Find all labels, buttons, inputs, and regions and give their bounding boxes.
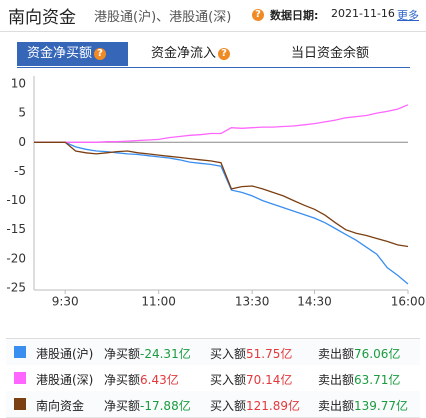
cell-value: 51.75亿 [246, 347, 293, 361]
series-name: 港股通(深) [36, 373, 94, 387]
cell-label: 买入额 [210, 399, 247, 413]
tab[interactable]: 资金净流入? [137, 42, 247, 66]
table-cell: 净买额-24.31亿 [104, 345, 191, 362]
tab[interactable]: 当日资金余额 [277, 42, 387, 66]
y-tick-label: -25 [6, 281, 26, 295]
subtitle: 港股通(沪)、港股通(深) [94, 10, 232, 25]
cell-label: 净买额 [104, 347, 141, 361]
cell-label: 买入额 [210, 373, 247, 387]
legend-swatch [14, 346, 26, 358]
cell-label: 净买额 [104, 373, 141, 387]
y-tick-label: 5 [18, 106, 26, 120]
series-line [34, 104, 409, 143]
table-cell: 净买额-17.88亿 [104, 397, 191, 414]
x-tick-label: 9:30 [52, 295, 79, 309]
cell-label: 净买额 [104, 399, 141, 413]
chart: 10 5 0 -5 -10 -15 -20 -25 9:30 11:00 13:30 14:30 16:… [6, 76, 426, 309]
series-name: 南向资金 [36, 399, 85, 413]
series-name: 港股通(沪) [36, 347, 94, 361]
summary-table: 港股通(沪) 净买额-24.31亿 买入额51.75亿 卖出额76.06亿 港股通(深)… [6, 338, 420, 418]
tab-bar: 资金净买额? 资金净流入? 当日资金余额 [17, 42, 410, 68]
cell-value: 63.71亿 [354, 373, 401, 387]
date: 2021-11-16 [331, 7, 395, 20]
cell-value: 121.89亿 [246, 399, 301, 413]
y-tick-label: -5 [14, 164, 26, 178]
cell-value: 6.43亿 [140, 373, 179, 387]
table-row: 港股通(深) 净买额6.43亿 买入额70.14亿 卖出额63.71亿 [6, 365, 420, 392]
cell-value: 76.06亿 [354, 347, 401, 361]
y-tick-label: 0 [18, 135, 26, 149]
help-icon[interactable]: ? [94, 47, 107, 60]
series-line [34, 141, 409, 285]
tab-label: 当日资金余额 [291, 46, 370, 61]
divider [0, 31, 426, 32]
x-tick-label: 16:00 [391, 295, 426, 309]
y-tick-label: 10 [11, 77, 26, 91]
tab-label: 资金净流入 [151, 46, 217, 61]
series-line [34, 141, 409, 248]
x-tick-label: 11:00 [141, 295, 176, 309]
tab-label: 资金净买额 [27, 46, 93, 61]
table-cell: 买入额121.89亿 [210, 397, 300, 414]
table-cell: 卖出额139.77亿 [318, 397, 408, 414]
help-icon[interactable]: ? [218, 47, 231, 60]
cell-label: 卖出额 [318, 399, 355, 413]
title: 南向资金 [8, 8, 76, 28]
cell-value: 70.14亿 [246, 373, 293, 387]
table-cell: 净买额6.43亿 [104, 371, 179, 388]
tab[interactable]: 资金净买额? [17, 42, 128, 66]
cell-label: 卖出额 [318, 347, 355, 361]
table-cell: 卖出额63.71亿 [318, 371, 400, 388]
cell-value: 139.77亿 [354, 399, 409, 413]
cell-value: -24.31亿 [140, 347, 191, 361]
y-tick-label: -10 [6, 193, 26, 207]
date-label: 数据日期: [270, 9, 319, 22]
y-tick-label: -15 [6, 222, 26, 236]
cell-value: -17.88亿 [140, 399, 191, 413]
more-link[interactable]: 更多 [397, 9, 419, 22]
x-tick-label: 14:30 [297, 295, 332, 309]
legend-swatch [14, 398, 26, 410]
help-icon[interactable]: ? [252, 9, 264, 21]
table-cell: 买入额70.14亿 [210, 371, 292, 388]
table-cell: 买入额51.75亿 [210, 345, 292, 362]
cell-label: 卖出额 [318, 373, 355, 387]
x-tick-label: 13:30 [235, 295, 270, 309]
cell-label: 买入额 [210, 347, 247, 361]
legend-swatch [14, 372, 26, 384]
table-row: 港股通(沪) 净买额-24.31亿 买入额51.75亿 卖出额76.06亿 [6, 339, 420, 366]
table-row: 南向资金 净买额-17.88亿 买入额121.89亿 卖出额139.77亿 [6, 391, 420, 418]
y-tick-label: -20 [6, 251, 26, 265]
table-cell: 卖出额76.06亿 [318, 345, 400, 362]
